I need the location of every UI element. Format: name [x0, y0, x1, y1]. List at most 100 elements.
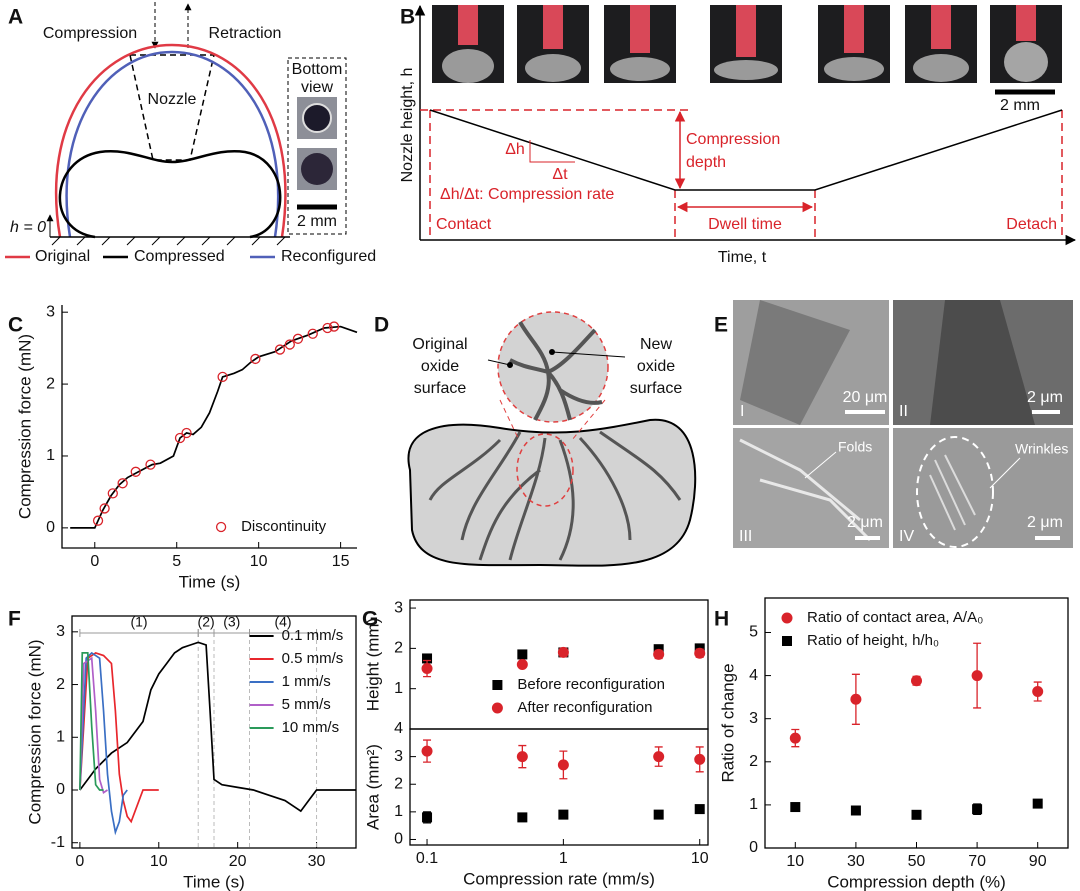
- data-point: [491, 702, 503, 714]
- data-point: [789, 732, 801, 744]
- scale-bar-label: 2 μm: [847, 514, 883, 531]
- scale-bar-label: 2 μm: [1027, 389, 1063, 406]
- series-line: [79, 651, 128, 836]
- y-tick-label: 0: [46, 519, 55, 536]
- bottom-view-label: Bottom: [292, 61, 343, 78]
- x-tick-label: 10: [150, 853, 168, 870]
- series-line: [79, 652, 104, 791]
- data-point: [517, 649, 528, 660]
- panel-label: H: [714, 608, 729, 631]
- photo: [517, 5, 589, 83]
- data-point: [790, 802, 801, 813]
- contact-label: Contact: [436, 216, 492, 233]
- data-point: [911, 809, 922, 820]
- legend-label: 10 mm/s: [282, 719, 340, 736]
- data-point: [516, 659, 528, 670]
- zoom-circle: [497, 311, 609, 423]
- data-point: [421, 745, 433, 757]
- data-point: [181, 427, 192, 439]
- panel-label: D: [374, 314, 389, 337]
- x-tick-label: 0.1: [416, 850, 438, 867]
- y-tick-label: 2: [394, 775, 403, 792]
- data-point: [130, 466, 141, 477]
- y-tick-label: -1: [51, 834, 65, 851]
- data-point: [694, 647, 706, 659]
- y-tick-label: 4: [749, 667, 758, 684]
- y-axis-label: Compression force (mN): [15, 334, 34, 519]
- y-axis-label: Compression force (mN): [25, 639, 44, 824]
- numeral: IV: [899, 528, 914, 545]
- series-line: [79, 641, 356, 813]
- y-tick-label: 0: [56, 781, 65, 798]
- x-tick-label: 50: [908, 853, 926, 870]
- x-tick-label: 20: [229, 853, 247, 870]
- scale-bar-label: 2 mm: [297, 213, 337, 230]
- y-tick-label: 2: [46, 375, 55, 392]
- x-tick-label: 90: [1029, 853, 1047, 870]
- original-label: oxide: [421, 358, 459, 375]
- y-tick-label: 3: [56, 623, 65, 640]
- data-point: [850, 805, 861, 816]
- data-point: [517, 812, 528, 823]
- annotation: Folds: [838, 439, 872, 455]
- axis: [61, 305, 357, 549]
- data-point: [422, 653, 433, 664]
- data-point: [92, 515, 104, 526]
- phase-label: (2): [198, 614, 215, 630]
- zoom-cracks: [509, 321, 603, 421]
- data-point: [1032, 686, 1044, 698]
- legend-label: 0.5 mm/s: [282, 650, 344, 667]
- data-point: [1032, 798, 1043, 809]
- folds: [739, 438, 872, 542]
- x-tick-label: 15: [332, 553, 350, 570]
- original-label: Original: [412, 336, 467, 353]
- reconfigured-shape: [65, 50, 280, 238]
- data-point: [322, 322, 333, 334]
- y-tick-label: 1: [56, 728, 65, 745]
- droplet: [302, 103, 332, 133]
- y-axis-label: Ratio of change: [718, 663, 737, 782]
- photo: [990, 5, 1062, 83]
- plot-frame: [409, 728, 709, 846]
- x-tick-label: 10: [250, 553, 268, 570]
- photo: [710, 5, 782, 83]
- data-point: [782, 636, 792, 646]
- x-axis-label: Time, t: [718, 249, 767, 266]
- data-point: [557, 646, 569, 658]
- compression-label: Compression: [43, 25, 137, 42]
- legend-label: After reconfiguration: [517, 699, 652, 716]
- data-point: [653, 751, 665, 763]
- height-profile: [429, 109, 1063, 191]
- data-point: [422, 812, 433, 823]
- data-point: [284, 339, 295, 350]
- phase-bracket: [197, 629, 215, 637]
- y-tick-label: 1: [749, 796, 758, 813]
- x-tick-label: 10: [691, 850, 709, 867]
- data-point: [99, 503, 110, 514]
- x-tick-label: 0: [90, 553, 99, 570]
- data-point: [107, 488, 118, 499]
- data-point: [307, 328, 318, 339]
- detach-label: Detach: [1006, 216, 1057, 233]
- zoom-region: [516, 433, 574, 507]
- y-tick-label: 2: [749, 753, 758, 770]
- new-label: New: [640, 336, 672, 353]
- original-shape: [54, 43, 287, 238]
- y-tick-label: 2: [394, 640, 403, 657]
- panel-label: B: [400, 6, 415, 29]
- annotation: Wrinkles: [1015, 441, 1068, 457]
- plot-frame: [71, 615, 357, 849]
- scale-bar-label: 20 μm: [843, 389, 888, 406]
- photo: [818, 5, 890, 83]
- data-point: [781, 612, 793, 624]
- data-point: [215, 521, 227, 533]
- bottom-view-box: [287, 57, 347, 235]
- data-point: [694, 753, 706, 765]
- panel-d: Original oxide surface New oxide surface: [407, 311, 697, 567]
- data-point: [217, 371, 228, 383]
- droplet-body: [407, 418, 697, 567]
- data-point: [117, 478, 128, 489]
- panel-label: F: [8, 608, 21, 631]
- y-tick-label: 2: [56, 676, 65, 693]
